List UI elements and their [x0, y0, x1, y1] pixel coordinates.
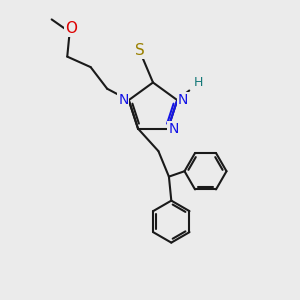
Text: H: H — [194, 76, 203, 89]
Text: S: S — [135, 44, 145, 59]
Text: N: N — [118, 92, 128, 106]
Text: N: N — [178, 92, 188, 106]
Text: N: N — [168, 122, 178, 136]
Text: O: O — [65, 21, 77, 36]
